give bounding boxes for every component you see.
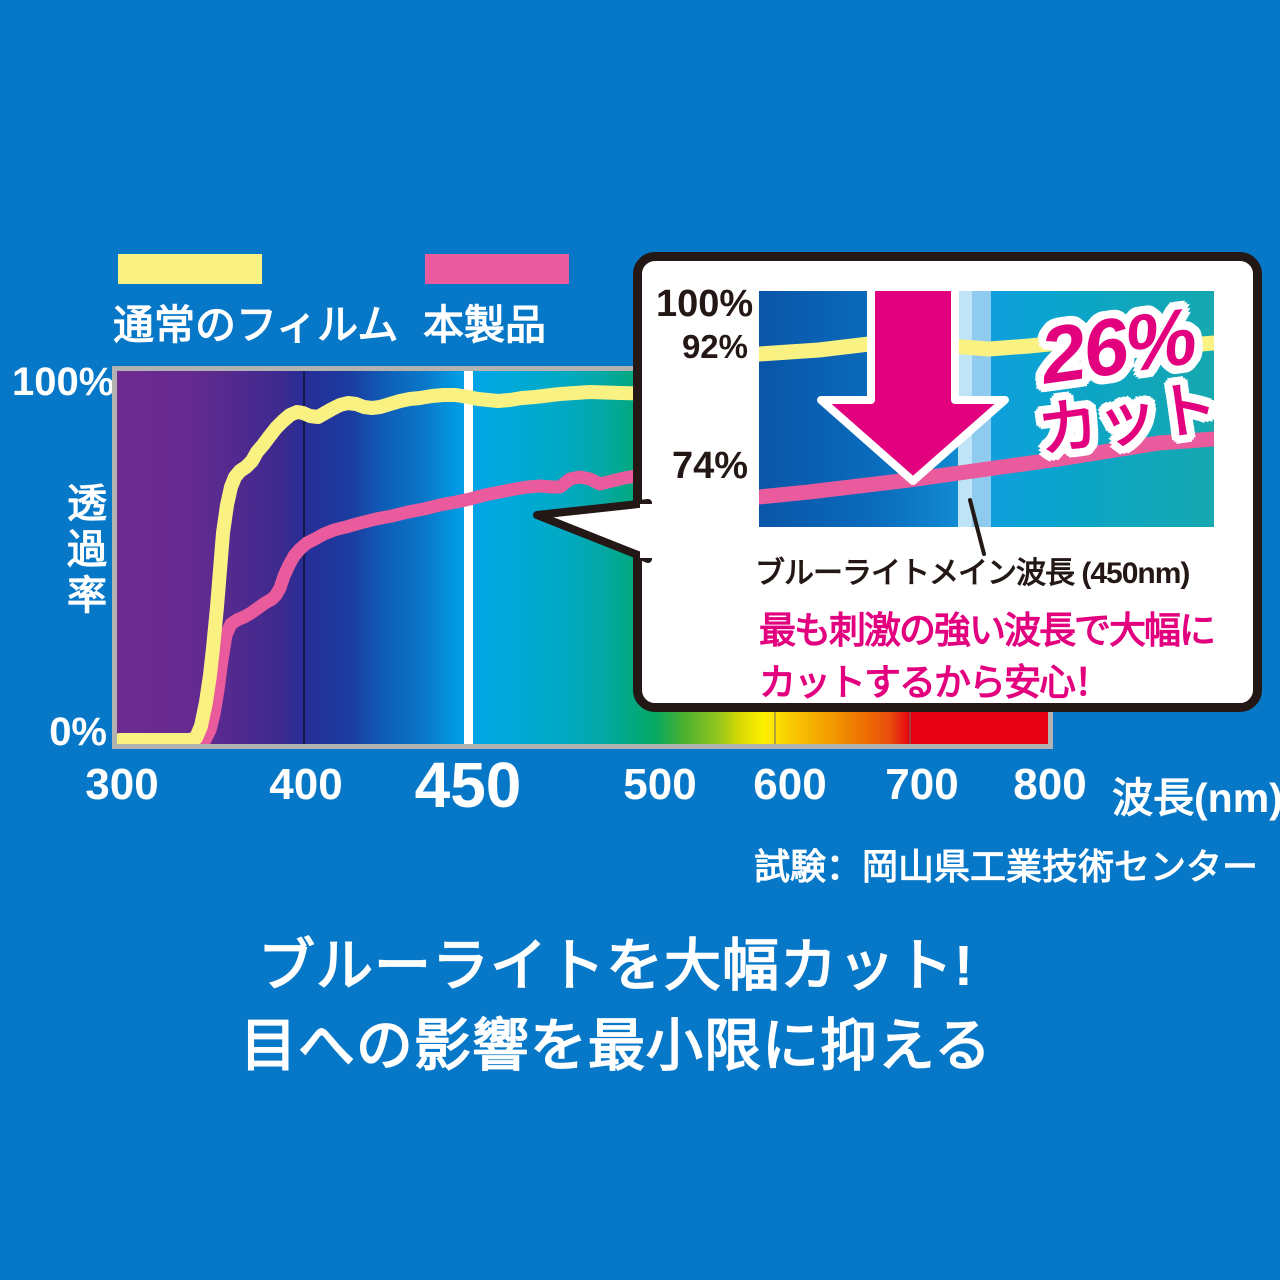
x-tick-400: 400: [269, 760, 343, 809]
callout-note-line1: 最も刺激の強い波長で大幅に: [759, 610, 1216, 651]
y-axis-max-label: 100%: [12, 360, 115, 404]
band-pointer-line: [968, 498, 986, 556]
x-tick-800: 800: [1013, 760, 1087, 809]
y-axis-min-label: 0%: [49, 710, 107, 754]
y-axis-title: 透過率: [61, 482, 105, 620]
x-tick-600: 600: [753, 760, 827, 809]
headline-line1: ブルーライトを大幅カット!: [258, 934, 974, 998]
test-source-note: 試験：岡山県工業技術センター: [753, 846, 1258, 887]
headline-line2: 目への影響を最小限に抑える: [239, 1014, 993, 1078]
callout-tail: [533, 499, 668, 563]
x-tick-500: 500: [623, 760, 697, 809]
transmittance-curves: [117, 385, 664, 744]
x-tick-700: 700: [885, 760, 959, 809]
x-tick-450: 450: [414, 749, 522, 821]
legend-normal-film-label: 通常のフィルム: [113, 302, 399, 348]
cut-arrow-down-icon: [817, 291, 1009, 485]
legend-product-label: 本製品: [423, 302, 546, 348]
zoom-callout-box: 100% 92% 74% 26% カット ブルーライトメイン波長 (450nm)…: [633, 252, 1262, 712]
legend-normal-film-swatch: [118, 254, 262, 284]
mini-curves: [759, 333, 1214, 505]
gridline-400nm: [303, 371, 305, 744]
x-tick-300: 300: [85, 760, 159, 809]
mini-product-curve: [759, 431, 1214, 505]
product-curve: [117, 467, 655, 744]
callout-note-line2: カットするから安心！: [759, 662, 1111, 703]
callout-100pct-label: 100%: [656, 283, 754, 325]
marker-line-450nm: [464, 371, 473, 744]
x-axis-unit-label: 波長(nm): [1112, 775, 1280, 821]
normal-film-curve: [117, 385, 664, 744]
callout-92pct-label: 92%: [681, 328, 748, 365]
mini-normal-film-curve: [759, 333, 1214, 362]
callout-74pct-label: 74%: [671, 445, 748, 487]
callout-caption: ブルーライトメイン波長 (450nm): [755, 557, 1190, 590]
legend-product-swatch: [425, 254, 569, 284]
